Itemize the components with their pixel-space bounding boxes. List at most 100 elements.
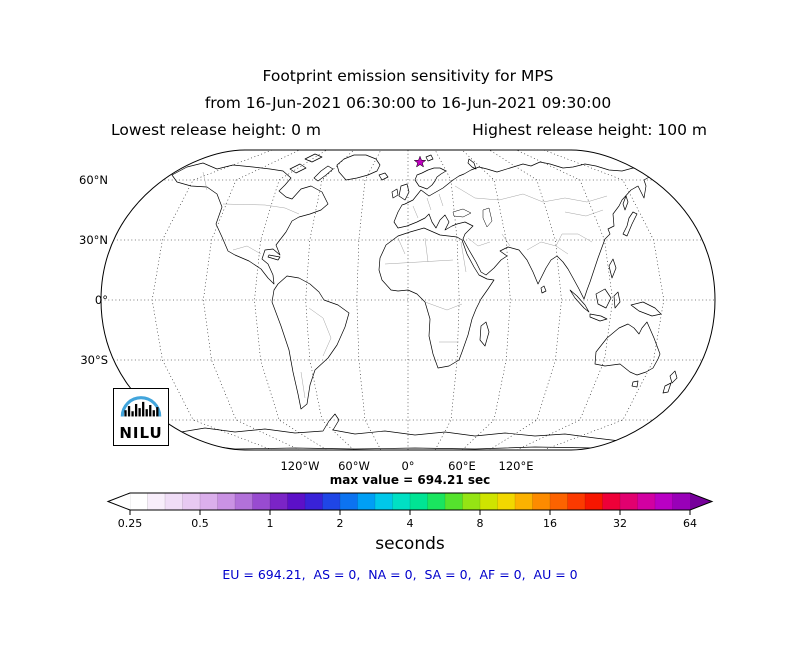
release-location-marker [413, 155, 427, 168]
cb-tick-0.5: 0.5 [191, 517, 209, 530]
colorbar-segment [497, 492, 516, 511]
lon-label-60w: 60°W [338, 459, 370, 473]
antarctica [174, 413, 641, 450]
colorbar-segment [672, 492, 691, 511]
lat-label-60n: 60°N [79, 173, 108, 187]
new-guinea [630, 301, 662, 317]
iceland [378, 172, 389, 181]
meridian-line [151, 150, 273, 450]
japan [622, 211, 638, 237]
borneo [595, 288, 612, 309]
lowest-release-height-label: Lowest release height: 0 m [111, 121, 322, 139]
baffin-island [313, 165, 334, 182]
colorbar-segment [462, 492, 481, 511]
colorbar [106, 492, 714, 515]
colorbar-segment [252, 492, 271, 511]
sulawesi [613, 291, 621, 309]
cuba [267, 254, 281, 261]
figure-title: Footprint emission sensitivity for MPS [262, 67, 554, 85]
colorbar-segment [322, 492, 341, 511]
map-boundary [100, 149, 716, 451]
colorbar-unit-label: seconds [375, 534, 445, 554]
colorbar-segment [374, 492, 393, 511]
lon-label-120e: 120°E [498, 459, 534, 473]
colorbar-segment [567, 492, 586, 511]
meridian-line [254, 150, 327, 450]
cb-tick-2: 2 [336, 517, 344, 530]
nilu-logo-graphic [120, 396, 162, 417]
eurasia [393, 161, 658, 300]
country-borders [202, 171, 608, 399]
colorbar-segment [357, 492, 376, 511]
release-heights-line: Lowest release height: 0 m Highest relea… [95, 117, 721, 144]
graticule [101, 150, 715, 450]
colorbar-segment [427, 492, 446, 511]
colorbar-segment [164, 492, 183, 511]
colorbar-segment [199, 492, 218, 511]
novaya-zemlya [467, 158, 477, 170]
ireland [391, 188, 399, 199]
continents [171, 153, 678, 450]
lon-label-0: 0° [401, 459, 415, 473]
philippines [608, 258, 617, 279]
colorbar-segment [217, 492, 236, 511]
greenland [336, 154, 381, 181]
colorbar-segment [339, 492, 358, 511]
meridian-line [462, 150, 511, 450]
lon-label-120w: 120°W [280, 459, 320, 473]
sumatra [569, 289, 590, 313]
title-block: Footprint emission sensitivity for MPS f… [95, 63, 721, 144]
colorbar-segment [234, 492, 253, 511]
meridian-line [203, 150, 300, 450]
cb-tick-16: 16 [543, 517, 557, 530]
colorbar-segment [619, 492, 638, 511]
java [589, 313, 608, 322]
colorbar-segment [549, 492, 568, 511]
sakhalin [622, 195, 629, 211]
colorbar-segment [392, 492, 411, 511]
meridian-line [516, 150, 613, 450]
colorbar-segment [287, 492, 306, 511]
great-britain [398, 183, 410, 201]
victoria-island [289, 163, 307, 174]
max-value-label: max value = 694.21 sec [329, 473, 491, 487]
black-sea [452, 208, 472, 218]
africa [378, 227, 495, 369]
colorbar-segment [409, 492, 428, 511]
colorbar-segment [304, 492, 323, 511]
colorbar-left-arrow [108, 493, 130, 510]
new-zealand-south [662, 382, 672, 394]
colorbar-segment [532, 492, 551, 511]
world-map [100, 149, 716, 451]
caspian-sea [482, 207, 493, 228]
meridian-line [305, 150, 354, 450]
tasmania [631, 380, 639, 388]
lon-label-60e: 60°E [448, 459, 476, 473]
highest-release-height-label: Highest release height: 100 m [472, 121, 707, 139]
madagascar [479, 321, 490, 347]
colorbar-segment [584, 492, 603, 511]
colorbar-segment [269, 492, 288, 511]
new-zealand-north [669, 370, 678, 384]
ellesmere-island [304, 153, 323, 163]
sri-lanka [540, 285, 547, 294]
colorbar-segment [444, 492, 463, 511]
colorbar-right-arrow [690, 493, 712, 510]
colorbar-segment [637, 492, 656, 511]
cb-tick-4: 4 [406, 517, 414, 530]
australia [594, 321, 661, 376]
cb-tick-0.25: 0.25 [117, 517, 143, 530]
nilu-logo-text: NILU [119, 424, 163, 442]
cb-tick-64: 64 [683, 517, 697, 530]
north-america [171, 162, 329, 285]
meridian-line [543, 150, 665, 450]
nilu-skyline-icon [124, 401, 159, 417]
cb-tick-1: 1 [266, 517, 274, 530]
lat-label-30n: 30°N [79, 233, 108, 247]
nilu-logo: NILU [113, 388, 169, 446]
scandinavia [414, 167, 447, 190]
colorbar-segment [514, 492, 533, 511]
colorbar-segment [479, 492, 498, 511]
cb-tick-8: 8 [476, 517, 484, 530]
